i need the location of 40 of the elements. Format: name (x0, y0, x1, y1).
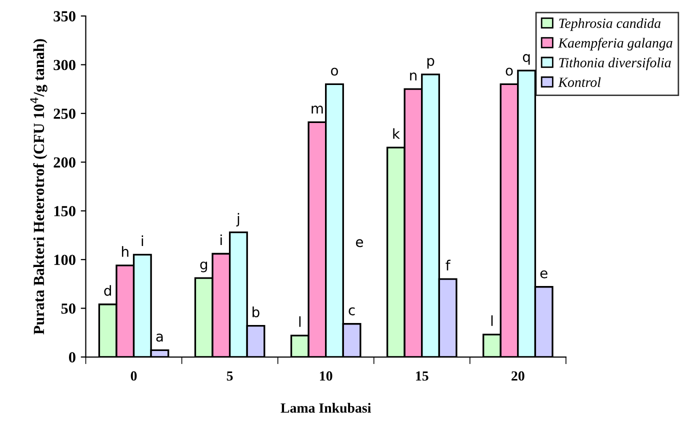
data-label: p (427, 58, 434, 69)
legend-label: Tephrosia candida (559, 18, 661, 31)
data-label: i (220, 234, 222, 245)
data-label: a (156, 334, 163, 342)
data-label: j (236, 213, 240, 226)
legend-label: Kaempferia galanga (558, 38, 672, 51)
legend-label: Kontrol (558, 77, 601, 87)
y-tick-label: 250 (54, 108, 76, 119)
y-axis-title: Purata Bakteri Heterotrof (CFU 10$^{4}$/g tanah) (30, 39, 48, 334)
x-tick-label: 15 (416, 371, 428, 381)
x-axis-title: Lama Inkubasi (280, 402, 371, 413)
data-label: l (491, 315, 493, 326)
x-tick-label: 0 (130, 371, 137, 381)
x-tick-label: 10 (320, 371, 332, 381)
data-label: c (348, 307, 355, 316)
legend-label: Tithonia diversifolia (559, 57, 671, 70)
data-label: e (540, 270, 548, 278)
data-label: f (446, 260, 451, 270)
data-label: i (142, 235, 144, 246)
y-tick-label: 200 (54, 157, 76, 168)
data-label: q (522, 54, 530, 65)
data-label: h (122, 246, 128, 257)
x-tick-label: 5 (226, 371, 233, 381)
data-label: o (331, 68, 338, 76)
data-label: l (299, 316, 301, 327)
data-label: g (200, 262, 208, 272)
data-label: k (393, 128, 400, 139)
data-label: d (104, 285, 111, 296)
data-label: b (252, 306, 260, 318)
annotation: e (356, 239, 363, 248)
y-tick-label: 150 (54, 206, 76, 216)
y-tick-label: 300 (54, 60, 76, 70)
y-tick-label: 100 (54, 254, 76, 266)
x-tick-label: 20 (512, 371, 524, 381)
data-label: n (410, 72, 416, 80)
y-tick-label: 0 (68, 352, 76, 362)
y-tick-label: 50 (61, 303, 76, 314)
data-label: m (312, 106, 323, 114)
data-label: o (506, 68, 513, 76)
y-tick-label: 350 (54, 11, 76, 22)
